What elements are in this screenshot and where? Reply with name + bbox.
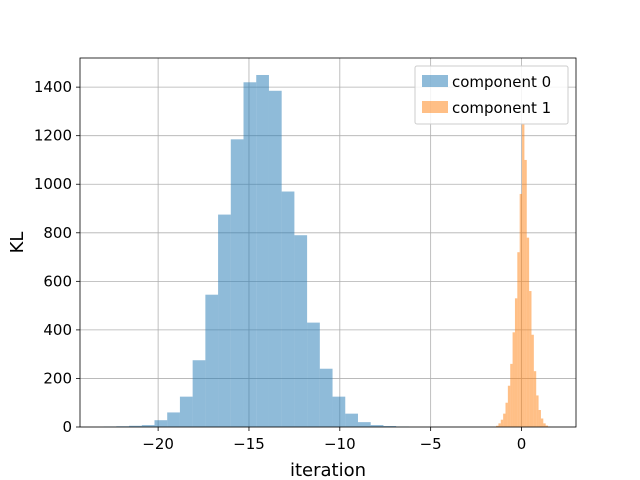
histogram-bar-series-0	[307, 322, 320, 427]
histogram-bar-series-0	[179, 396, 193, 427]
histogram-bar-series-1	[531, 334, 534, 427]
histogram-bar-series-1	[517, 252, 520, 427]
x-axis: −20 −15 −10 −5 0	[142, 427, 526, 453]
legend-swatch	[422, 101, 448, 113]
histogram-bar-series-0	[192, 360, 206, 427]
histogram-bar-series-0	[256, 74, 269, 428]
histogram-bar-series-1	[529, 291, 532, 427]
y-tick-label: 600	[43, 272, 72, 290]
histogram-bar-series-1	[503, 413, 506, 427]
histogram-bar-series-0	[205, 294, 219, 427]
histogram-bar-series-1	[538, 410, 541, 427]
histogram-bar-series-1	[540, 418, 544, 427]
y-tick-label: 200	[43, 369, 72, 387]
legend-label: component 0	[452, 73, 551, 91]
histogram-bar-series-0	[319, 368, 333, 427]
histogram-bar-series-1	[519, 193, 523, 427]
histogram-bar-series-1	[512, 332, 515, 427]
x-axis-title: iteration	[290, 460, 366, 480]
legend-box	[414, 65, 569, 125]
y-tick-label: 0	[62, 418, 72, 436]
x-tick-label: −15	[233, 435, 265, 453]
x-tick-label: −5	[420, 435, 442, 453]
histogram-bar-series-1	[533, 371, 537, 427]
histogram-bar-series-1	[526, 237, 530, 427]
histogram-bars	[103, 74, 551, 428]
x-tick-label: −20	[142, 435, 174, 453]
y-tick-label: 800	[43, 224, 72, 242]
histogram-bar-series-0	[357, 422, 371, 427]
histogram-bar-series-0	[218, 214, 231, 427]
y-tick-label: 1000	[34, 175, 72, 193]
histogram-bar-series-0	[167, 412, 180, 427]
x-tick-label: −10	[324, 435, 356, 453]
histogram-bar-series-1	[543, 423, 546, 427]
histogram-bar-series-1	[524, 159, 527, 428]
histogram-bar-series-0	[129, 425, 142, 427]
plot-area	[79, 57, 577, 428]
histogram-bar-series-1	[498, 423, 501, 427]
histogram-bar-series-0	[294, 235, 308, 427]
histogram-bar-series-0	[154, 420, 168, 427]
histogram-bar-series-1	[505, 402, 508, 427]
y-tick-label: 1400	[34, 78, 72, 96]
histogram-bar-series-1	[510, 363, 513, 427]
histogram-bar-series-0	[370, 425, 384, 427]
histogram-bar-series-0	[383, 426, 397, 427]
histogram-bar-series-0	[230, 139, 244, 427]
histogram-bar-series-1	[536, 395, 539, 427]
histogram-bar-series-0	[345, 413, 358, 427]
histogram-bar-series-1	[545, 425, 549, 427]
x-tick-label: 0	[517, 435, 527, 453]
y-axis: 0 200 400 600 800 1000 1200 1400	[34, 78, 80, 436]
legend: component 0 component 1	[414, 65, 569, 125]
histogram-bar-series-1	[522, 123, 525, 427]
histogram-bar-series-0	[243, 82, 257, 428]
y-tick-label: 400	[43, 321, 72, 339]
histogram-bar-series-1	[507, 385, 511, 427]
legend-swatch	[422, 75, 448, 87]
histogram-bar-series-1	[514, 298, 518, 427]
y-tick-label: 1200	[34, 127, 72, 145]
histogram-bar-series-1	[500, 419, 504, 427]
histogram-bar-series-0	[141, 425, 155, 427]
histogram-bar-series-0	[332, 396, 346, 427]
legend-label: component 1	[452, 99, 551, 117]
histogram-bar-series-0	[281, 191, 295, 427]
y-axis-title: KL	[7, 232, 28, 254]
histogram-bar-series-0	[268, 90, 282, 428]
histogram-bar-series-1	[496, 425, 499, 427]
